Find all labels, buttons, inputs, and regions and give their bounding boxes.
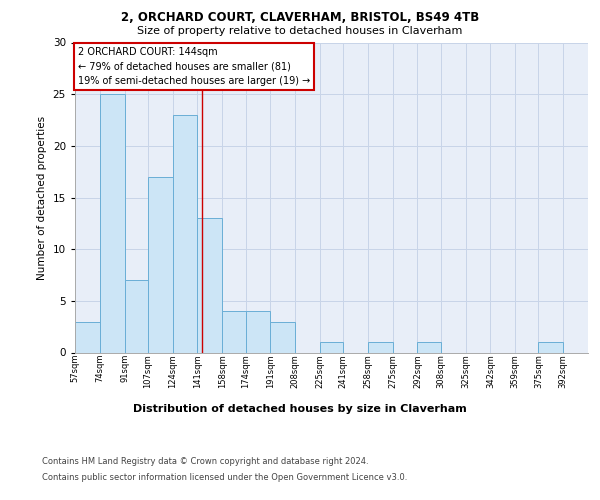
Bar xyxy=(125,280,148,352)
Text: 2, ORCHARD COURT, CLAVERHAM, BRISTOL, BS49 4TB: 2, ORCHARD COURT, CLAVERHAM, BRISTOL, BS… xyxy=(121,11,479,24)
Bar xyxy=(222,311,245,352)
Text: 2 ORCHARD COURT: 144sqm
← 79% of detached houses are smaller (81)
19% of semi-de: 2 ORCHARD COURT: 144sqm ← 79% of detache… xyxy=(78,46,310,86)
Bar xyxy=(320,342,343,352)
Bar xyxy=(173,115,197,352)
Text: Distribution of detached houses by size in Claverham: Distribution of detached houses by size … xyxy=(133,404,467,414)
Bar xyxy=(100,94,125,352)
Text: Contains public sector information licensed under the Open Government Licence v3: Contains public sector information licen… xyxy=(42,472,407,482)
Bar xyxy=(148,177,173,352)
Y-axis label: Number of detached properties: Number of detached properties xyxy=(37,116,47,280)
Bar xyxy=(197,218,222,352)
Bar xyxy=(418,342,441,352)
Bar xyxy=(368,342,393,352)
Bar xyxy=(75,322,100,352)
Bar xyxy=(270,322,295,352)
Text: Contains HM Land Registry data © Crown copyright and database right 2024.: Contains HM Land Registry data © Crown c… xyxy=(42,458,368,466)
Bar xyxy=(538,342,563,352)
Bar xyxy=(245,311,270,352)
Text: Size of property relative to detached houses in Claverham: Size of property relative to detached ho… xyxy=(137,26,463,36)
